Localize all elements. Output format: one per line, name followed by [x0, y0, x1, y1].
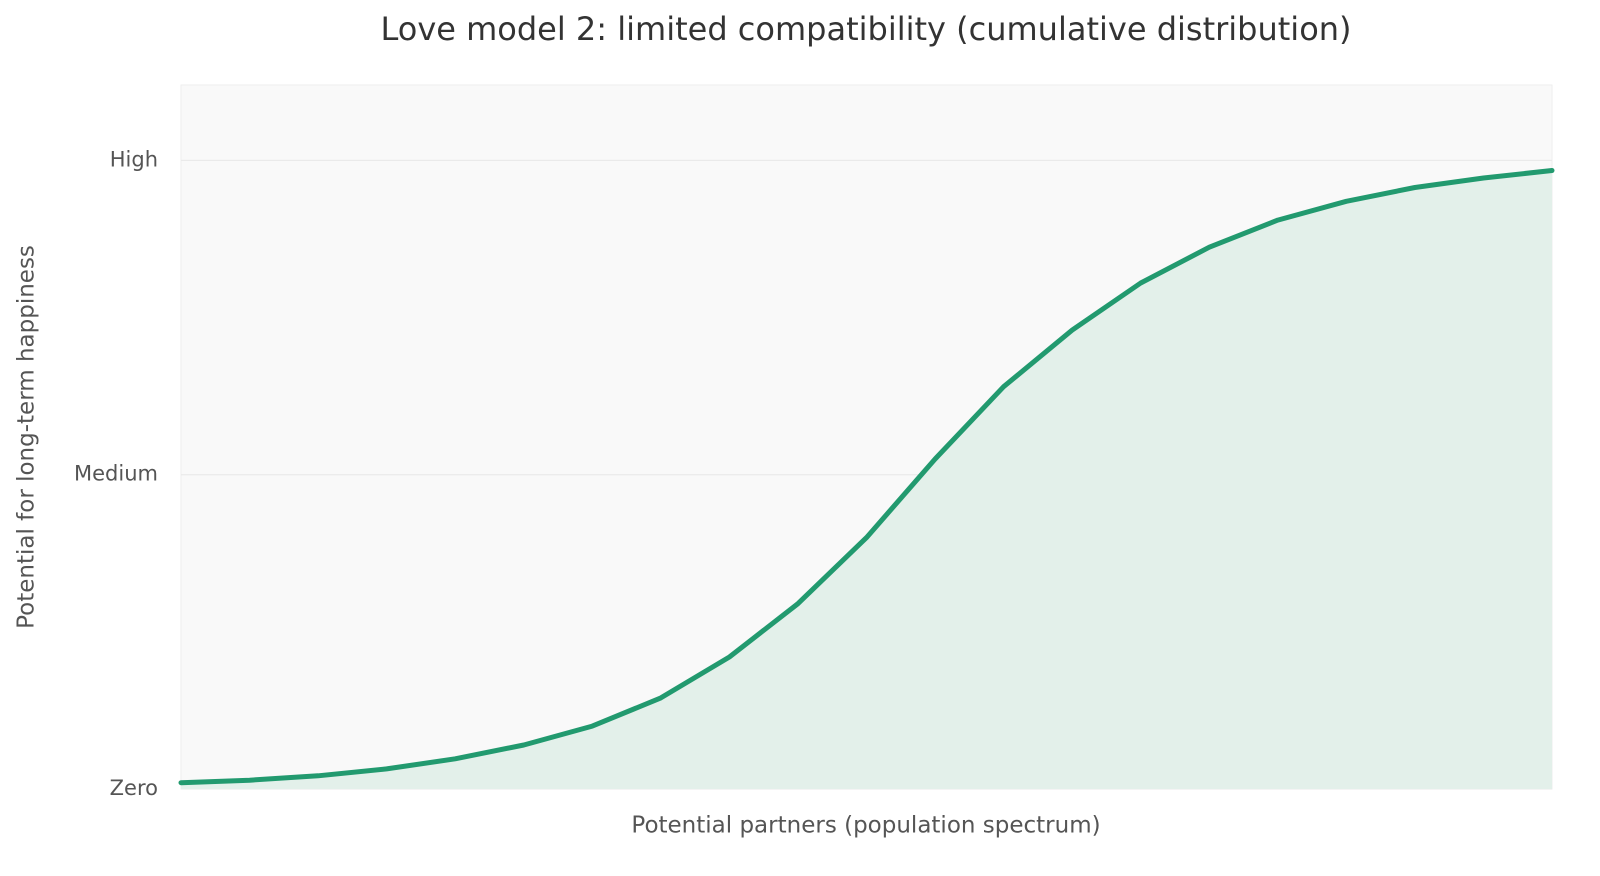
x-axis-label: Potential partners (population spectrum): [631, 813, 1100, 839]
y-axis-label: Potential for long-term happiness: [14, 245, 40, 629]
y-tick-label: Medium: [74, 462, 158, 486]
chart-title: Love model 2: limited compatibility (cum…: [380, 10, 1351, 48]
line: [178, 168, 1555, 786]
area: [181, 170, 1552, 789]
y-tick-label: Zero: [110, 776, 158, 800]
y-tick-label: High: [110, 147, 158, 171]
